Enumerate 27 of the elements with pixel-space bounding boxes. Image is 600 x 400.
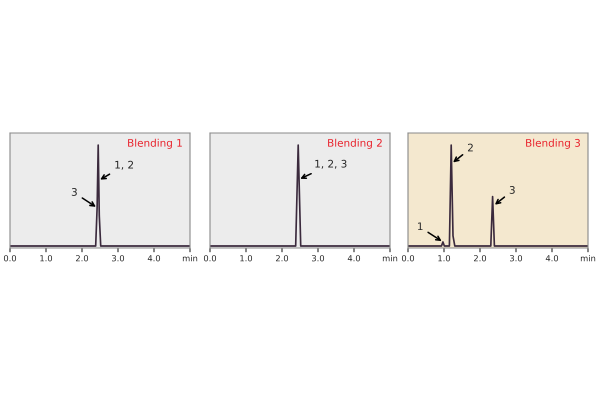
x-tick-label: 1.0 — [40, 255, 52, 262]
chart-title: Blending 3 — [526, 138, 580, 149]
annotation: 3 — [72, 188, 77, 196]
x-tick-label: 0.0 — [204, 255, 216, 262]
chart-title: Blending 2 — [328, 138, 382, 149]
annotation: 1 — [418, 222, 423, 230]
x-tick-label: 1.0 — [240, 255, 252, 262]
annotation: 1, 2, 3 — [315, 160, 346, 169]
x-tick-label: 4.0 — [348, 255, 360, 262]
x-tick-label: 2.0 — [474, 255, 486, 262]
x-tick-label: min — [182, 254, 198, 262]
annotation: 3 — [510, 186, 515, 194]
x-tick-label: 2.0 — [276, 255, 288, 262]
x-tick-label: 3.0 — [510, 255, 522, 262]
x-tick-label: 0.0 — [4, 255, 16, 262]
annotation: 2 — [468, 144, 473, 152]
chart-title: Blending 1 — [128, 138, 182, 149]
x-tick-label: min — [580, 254, 596, 262]
x-tick-label: 0.0 — [402, 255, 414, 262]
x-tick-label: 1.0 — [438, 255, 450, 262]
x-tick-label: 4.0 — [148, 255, 160, 262]
annotation: 1, 2 — [115, 160, 134, 170]
x-tick-label: 4.0 — [546, 255, 558, 262]
x-tick-label: 3.0 — [112, 255, 124, 262]
x-tick-label: min — [382, 254, 398, 262]
x-tick-label: 2.0 — [76, 255, 88, 262]
x-tick-label: 3.0 — [312, 255, 324, 262]
